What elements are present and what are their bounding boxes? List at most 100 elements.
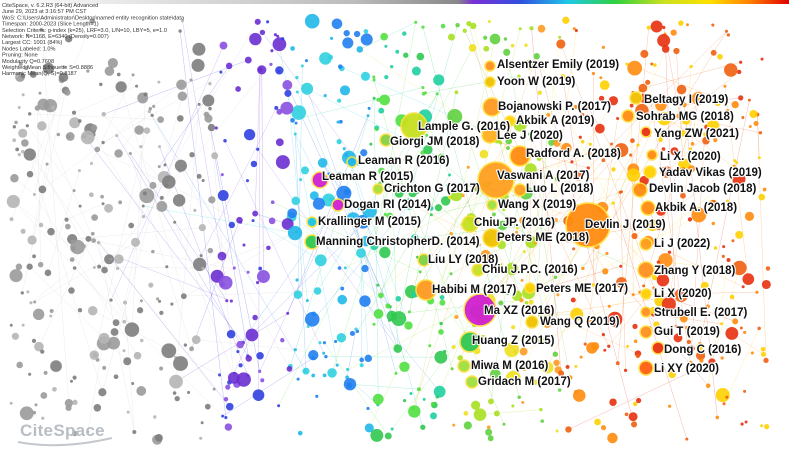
node: [221, 414, 225, 418]
node: [104, 66, 115, 76]
node: [655, 99, 667, 111]
node: [64, 399, 73, 408]
node: [258, 266, 263, 271]
labeled-node: [565, 202, 611, 248]
labeled-node: [461, 215, 479, 233]
node: [603, 348, 607, 352]
node: [89, 18, 96, 25]
node-label: Leaman R (2015): [322, 171, 414, 183]
node: [609, 398, 617, 406]
edge: [30, 267, 75, 303]
node: [225, 384, 231, 390]
edge: [258, 69, 261, 396]
node: [219, 41, 228, 50]
node: [245, 355, 252, 362]
edge: [642, 61, 741, 89]
node: [515, 230, 519, 234]
labeled-node: [638, 360, 654, 376]
edge: [254, 69, 261, 214]
node: [200, 421, 204, 425]
node: [526, 336, 533, 343]
edge: [29, 113, 161, 120]
node: [394, 188, 404, 198]
node: [172, 391, 177, 395]
node: [498, 141, 503, 145]
node: [657, 34, 671, 48]
node: [723, 84, 727, 88]
edge: [149, 111, 290, 369]
node: [176, 79, 187, 90]
node: [25, 124, 29, 128]
labeled-node: [311, 171, 329, 189]
node: [91, 238, 97, 243]
node: [545, 136, 549, 140]
node: [688, 360, 693, 366]
node: [688, 147, 693, 151]
node: [630, 421, 638, 428]
node: [438, 329, 444, 335]
node: [162, 175, 176, 189]
node: [236, 372, 251, 387]
node: [317, 158, 328, 168]
node: [128, 222, 135, 229]
node-label: Li XY (2020): [654, 363, 719, 375]
node: [243, 128, 256, 141]
node: [686, 339, 692, 345]
edge: [360, 253, 362, 366]
node: [69, 117, 81, 129]
edge: [130, 153, 192, 349]
edge: [110, 64, 272, 260]
node: [293, 132, 297, 136]
node: [498, 300, 504, 306]
node: [142, 191, 147, 196]
node: [763, 357, 769, 364]
node-label: Radford A. (2018): [526, 148, 621, 160]
node-label: Bojanowski P. (2017): [498, 101, 611, 113]
node: [329, 197, 334, 202]
labeled-node: [477, 161, 515, 199]
node: [694, 237, 699, 242]
edge: [665, 48, 677, 327]
node: [658, 253, 673, 268]
node: [136, 386, 147, 396]
node: [101, 140, 105, 145]
edge: [14, 178, 35, 195]
node: [77, 119, 82, 123]
labeled-node: [632, 182, 648, 198]
node: [439, 295, 445, 300]
labeled-node: [509, 145, 531, 167]
node: [224, 416, 228, 420]
node: [102, 365, 107, 370]
node: [227, 371, 240, 384]
node: [553, 218, 558, 222]
node: [421, 86, 425, 90]
node: [157, 80, 161, 84]
node: [591, 283, 596, 287]
node: [110, 328, 119, 336]
edge: [359, 49, 498, 141]
node: [452, 423, 456, 427]
node: [485, 260, 489, 264]
node: [503, 37, 508, 41]
node: [572, 389, 586, 402]
node: [533, 241, 537, 245]
node: [565, 364, 570, 369]
edge: [307, 204, 410, 327]
node: [20, 291, 24, 295]
node: [366, 406, 370, 411]
node: [632, 401, 638, 407]
node: [148, 107, 153, 111]
node: [296, 377, 300, 381]
node: [299, 178, 303, 182]
node: [594, 418, 601, 426]
edge: [74, 267, 223, 417]
node: [98, 388, 107, 397]
node: [208, 81, 212, 86]
node: [291, 196, 300, 206]
edge: [37, 108, 41, 265]
node: [202, 94, 215, 107]
node: [342, 147, 346, 151]
node: [610, 142, 614, 146]
node: [717, 53, 723, 60]
node: [408, 405, 421, 418]
